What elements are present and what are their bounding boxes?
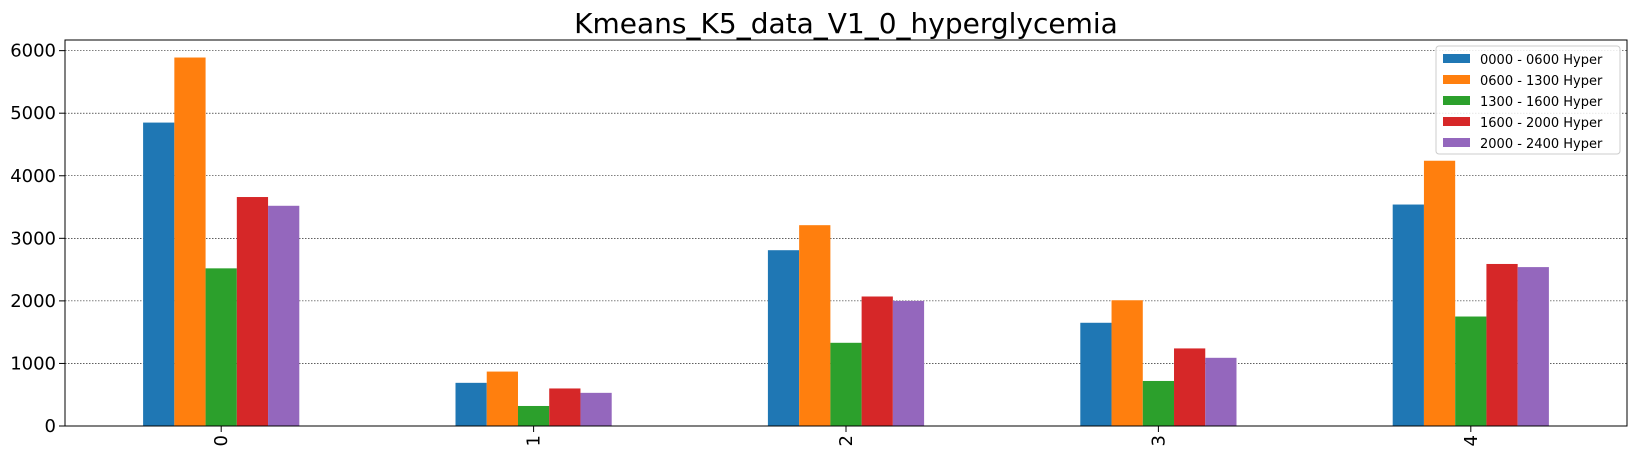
bar <box>580 392 612 426</box>
y-tick-label: 0 <box>45 416 56 437</box>
legend-swatch <box>1443 138 1470 147</box>
bar <box>143 122 175 426</box>
legend: 0000 - 0600 Hyper 0600 - 1300 Hyper 1300 -… <box>1435 45 1621 155</box>
bar <box>1392 204 1424 426</box>
bar <box>517 405 550 426</box>
bar <box>1486 263 1518 426</box>
x-tick-label: 3 <box>1148 435 1169 446</box>
y-tick-label: 3000 <box>10 228 56 249</box>
bar <box>767 250 800 426</box>
bar <box>455 382 487 426</box>
legend-label: 1600 - 2000 Hyper <box>1480 116 1603 131</box>
legend-label: 1300 - 1600 Hyper <box>1480 95 1603 110</box>
x-tick-label: 1 <box>524 435 545 446</box>
y-tick-label: 2000 <box>10 291 56 312</box>
legend-label: 2000 - 2400 Hyper <box>1480 137 1603 152</box>
bar <box>1174 348 1206 426</box>
legend-swatch <box>1443 75 1470 84</box>
bar <box>861 296 893 426</box>
x-axis: 0 1 2 3 4 <box>211 426 1482 446</box>
legend-swatch <box>1443 96 1470 105</box>
bar <box>174 57 206 426</box>
bar <box>830 342 862 426</box>
bar <box>549 388 581 426</box>
bar <box>268 205 300 426</box>
bars <box>143 57 1549 426</box>
y-tick-label: 1000 <box>10 353 56 374</box>
bar <box>236 197 269 426</box>
bar <box>205 268 237 426</box>
legend-label: 0600 - 1300 Hyper <box>1480 74 1603 89</box>
bar <box>892 300 925 426</box>
legend-label: 0000 - 0600 Hyper <box>1480 53 1603 68</box>
y-tick-label: 5000 <box>10 103 56 124</box>
bar <box>1455 316 1487 426</box>
bar <box>799 225 831 426</box>
bar <box>1142 380 1175 426</box>
legend-swatch <box>1443 117 1470 126</box>
bar <box>1205 357 1237 426</box>
y-tick-label: 4000 <box>10 166 56 187</box>
x-tick-label: 4 <box>1461 435 1482 446</box>
bar <box>1111 300 1143 426</box>
y-tick-label: 6000 <box>10 41 56 62</box>
y-axis: 0 1000 2000 3000 4000 5000 6000 <box>10 41 65 437</box>
bar <box>1517 267 1549 426</box>
x-tick-label: 2 <box>836 435 857 446</box>
bar <box>1423 160 1456 426</box>
legend-swatch <box>1443 54 1470 63</box>
legend-box <box>1435 45 1621 155</box>
bar <box>1080 322 1112 426</box>
bar <box>486 371 518 426</box>
chart-title: Kmeans_K5_data_V1_0_hyperglycemia <box>574 7 1118 40</box>
x-tick-label: 0 <box>211 435 232 446</box>
